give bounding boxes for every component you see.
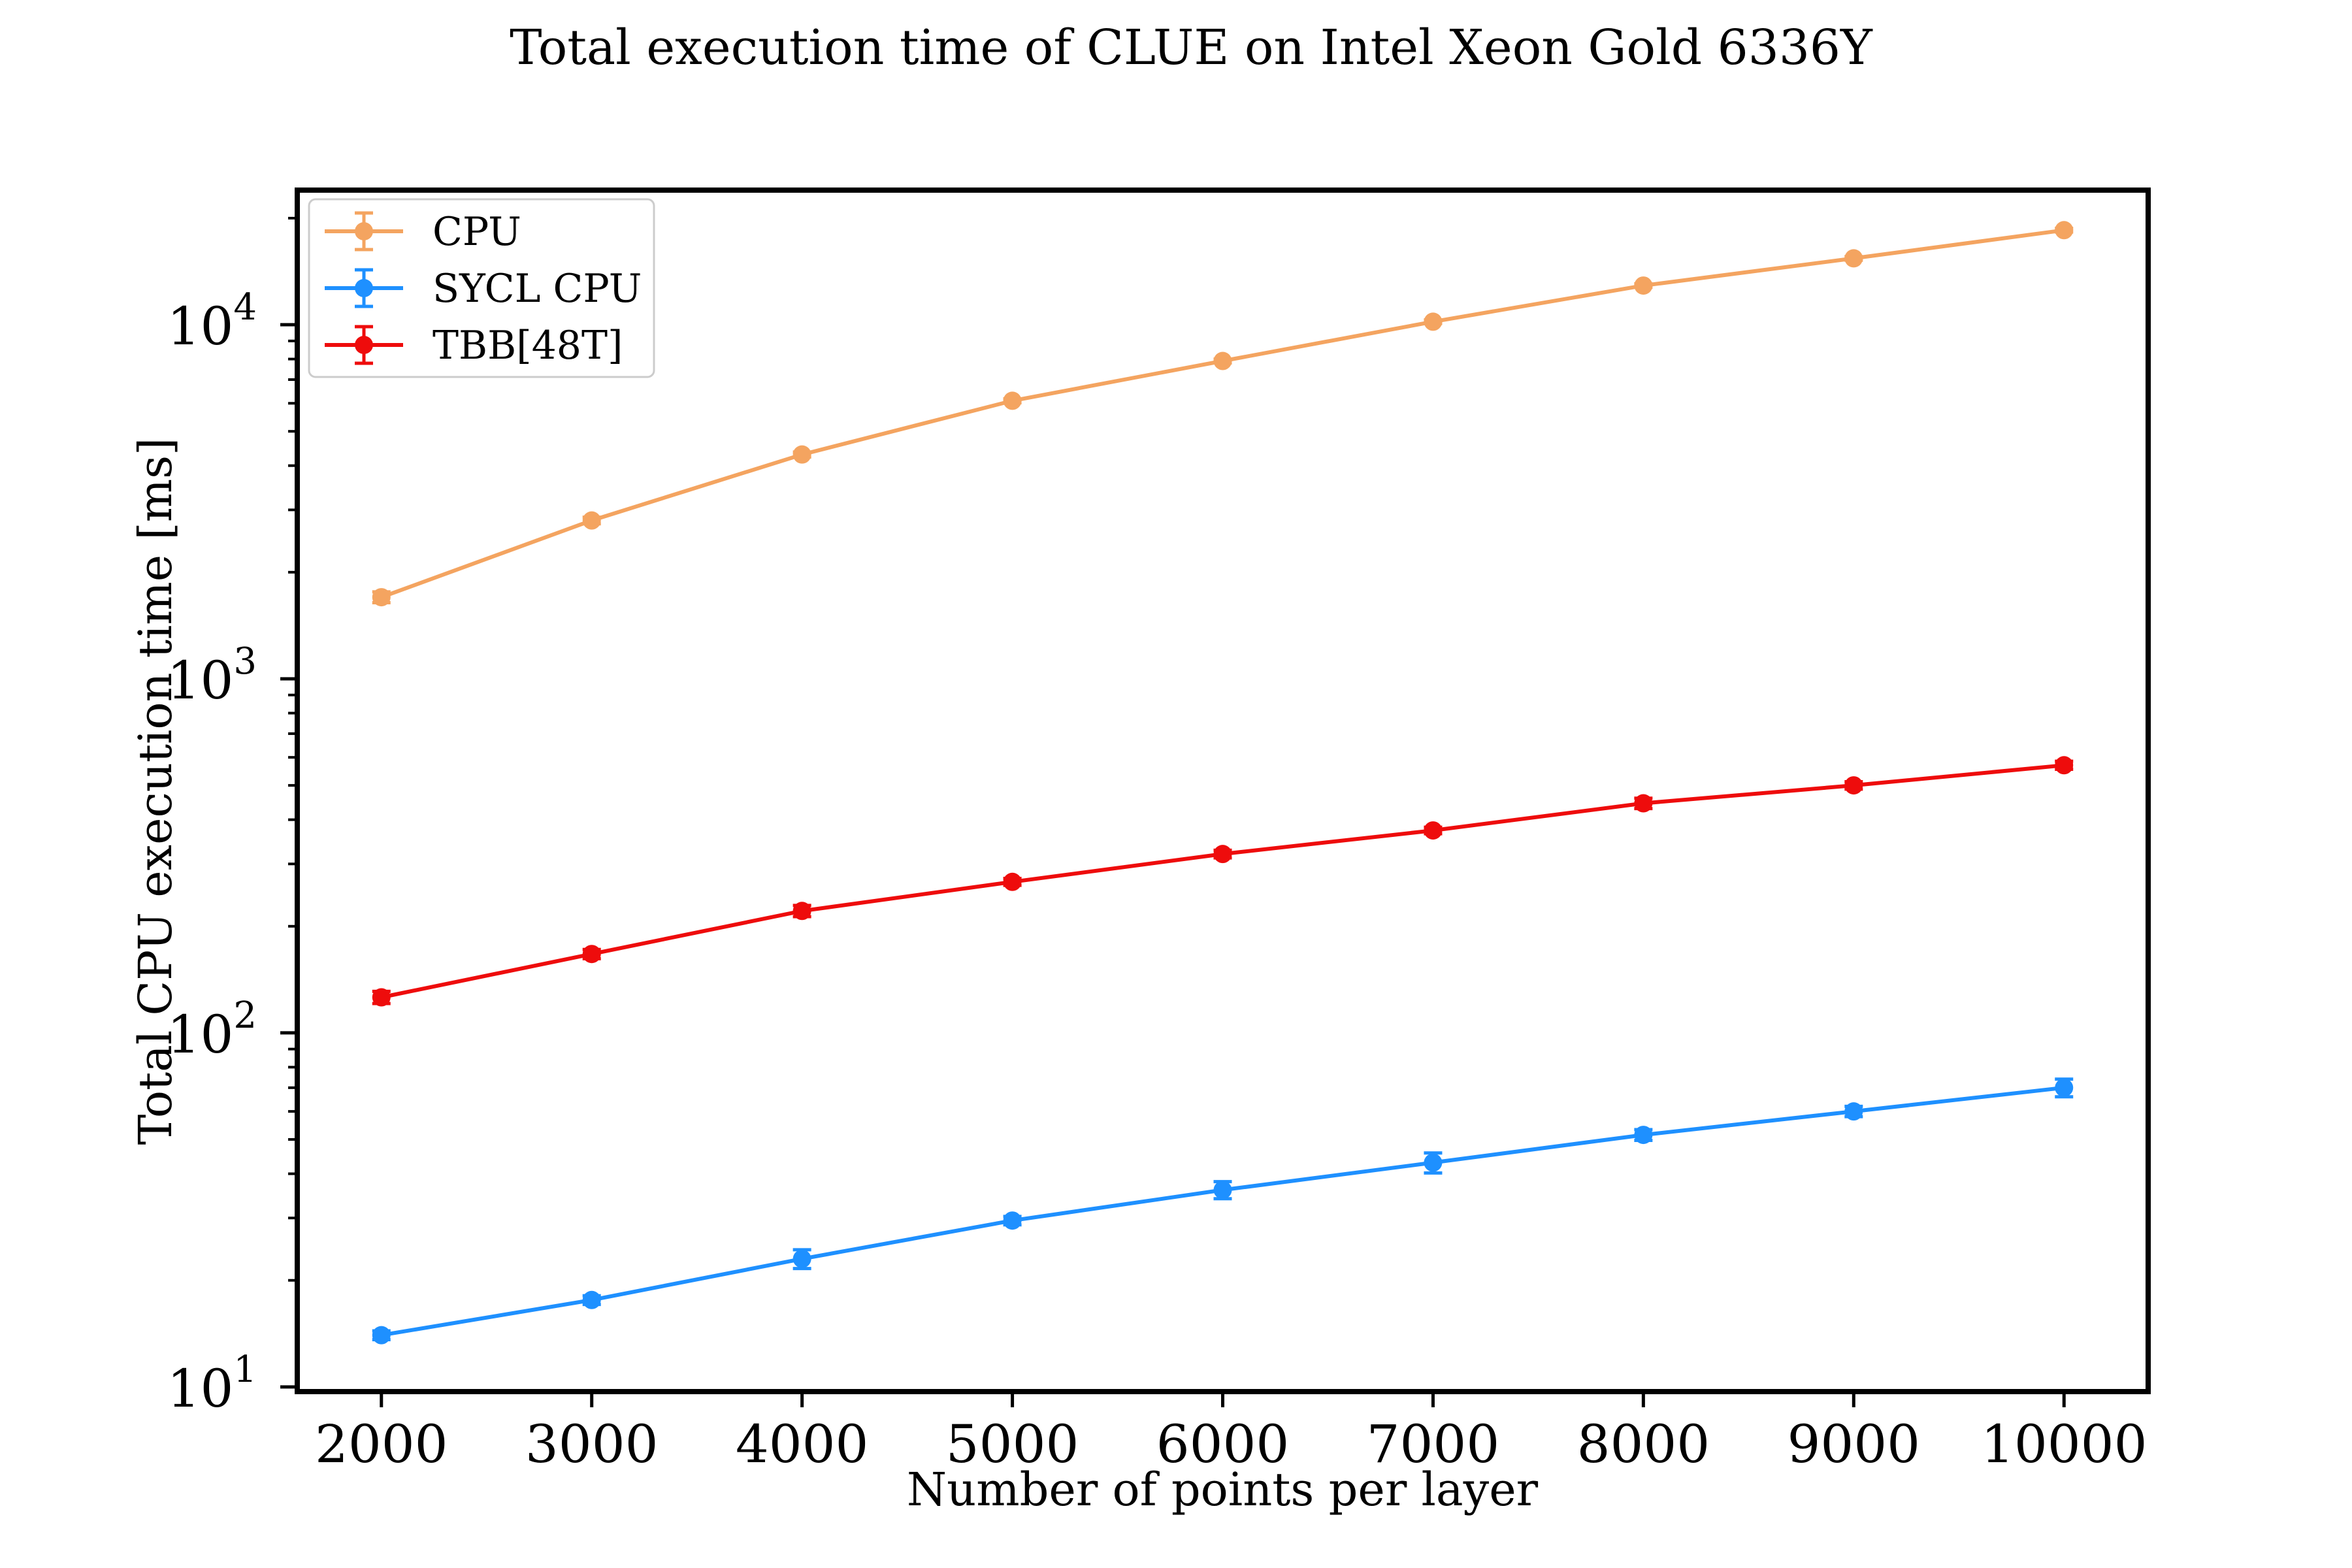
plot-area [372, 221, 2074, 1345]
data-point [2055, 1078, 2074, 1097]
data-point [582, 945, 601, 964]
y-tick-label: 102 [167, 994, 257, 1065]
y-tick-label: 104 [167, 286, 257, 357]
data-point [1844, 249, 1863, 268]
data-point [1634, 276, 1653, 295]
x-tick-label: 10000 [1981, 1414, 2148, 1475]
legend-marker [355, 336, 373, 354]
data-point [1213, 845, 1232, 864]
data-point [1003, 872, 1022, 891]
data-point [792, 902, 811, 921]
data-point [1634, 1126, 1653, 1145]
legend-label: CPU [433, 209, 521, 255]
chart-title: Total execution time of CLUE on Intel Xe… [510, 20, 1873, 76]
legend-label: TBB[48T] [433, 323, 623, 368]
data-point [372, 988, 391, 1007]
data-point [372, 1326, 391, 1345]
data-point [1424, 312, 1443, 331]
series-line [381, 1085, 2065, 1337]
legend-marker [355, 222, 373, 240]
data-point [1003, 1211, 1022, 1230]
x-tick-label: 4000 [736, 1414, 869, 1475]
y-tick-label: 101 [167, 1348, 257, 1419]
data-point [1424, 1153, 1443, 1172]
x-tick-label: 3000 [525, 1414, 659, 1475]
data-point [582, 1290, 601, 1309]
data-point [582, 511, 601, 530]
data-point [1634, 794, 1653, 813]
y-axis-label: Total CPU execution time [ms] [129, 438, 182, 1145]
x-tick-label: 7000 [1367, 1414, 1500, 1475]
legend-box [308, 198, 655, 378]
data-point [1844, 1102, 1863, 1121]
x-tick-label: 2000 [315, 1414, 448, 1475]
data-point [1213, 1181, 1232, 1200]
data-point [2055, 221, 2074, 240]
x-tick-label: 9000 [1787, 1414, 1920, 1475]
data-point [1424, 821, 1443, 840]
x-tick-label: 5000 [946, 1414, 1079, 1475]
x-axis-label: Number of points per layer [907, 1463, 1539, 1516]
y-tick-label: 103 [167, 640, 257, 711]
data-point [372, 588, 391, 607]
series-line [381, 763, 2065, 1000]
x-tick-label: 8000 [1577, 1414, 1710, 1475]
legend-label: SYCL CPU [433, 266, 642, 312]
axes: 2000 3000 4000 5000 6000 7000 8000 9000 10000 101… [167, 216, 2148, 1475]
legend: CPU SYCL CPU TBB[48T] [308, 198, 655, 378]
x-tick-label: 6000 [1156, 1414, 1290, 1475]
data-point [792, 1249, 811, 1268]
data-point [2055, 756, 2074, 775]
data-point [1003, 391, 1022, 410]
data-point [1844, 776, 1863, 795]
data-point [792, 445, 811, 464]
legend-marker [355, 279, 373, 297]
data-point [1213, 351, 1232, 370]
